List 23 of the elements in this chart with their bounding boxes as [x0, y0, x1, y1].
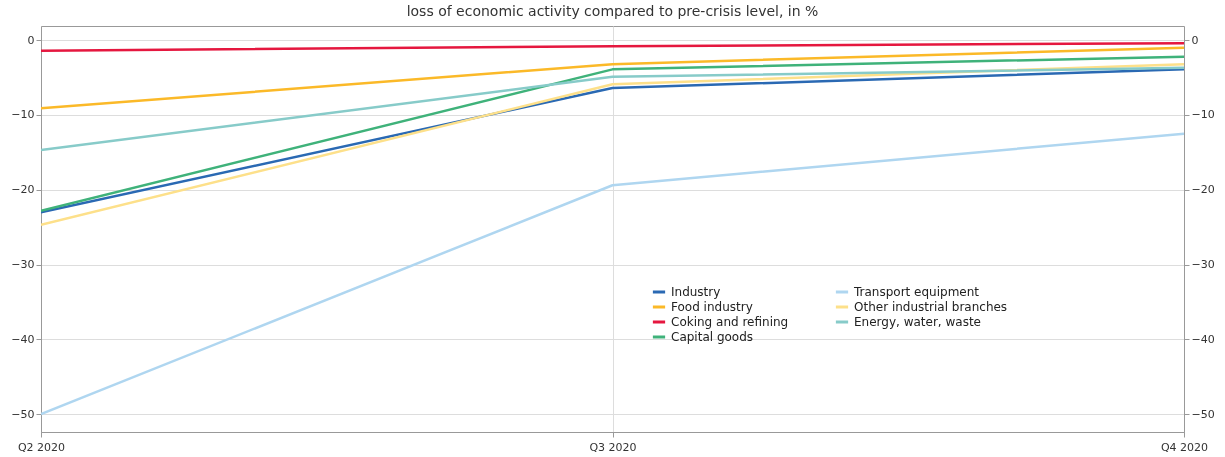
y2-tick-label: −40 — [1191, 332, 1215, 346]
x-tick-label: Q3 2020 — [589, 440, 637, 454]
y-tick-label: 0 — [27, 33, 35, 47]
legend-label: Capital goods — [671, 330, 754, 344]
legend-label: Transport equipment — [853, 285, 980, 299]
y2-tick-label: −20 — [1191, 183, 1215, 197]
y2-tick-label: −10 — [1191, 108, 1215, 122]
legend-label: Energy, water, waste — [854, 315, 981, 329]
x-tick-label: Q4 2020 — [1160, 440, 1209, 454]
y-tick-label: −10 — [11, 108, 35, 122]
y-tick-label: −50 — [11, 407, 35, 421]
y-tick-label: −40 — [11, 332, 35, 346]
legend-label: Food industry — [671, 300, 753, 314]
y-tick-label: −30 — [11, 258, 35, 272]
y2-tick-label: 0 — [1191, 33, 1199, 47]
y2-tick-label: −30 — [1191, 258, 1215, 272]
y-tick-label: −20 — [11, 183, 35, 197]
legend-label: Other industrial branches — [854, 300, 1008, 314]
x-tick-label: Q2 2020 — [17, 440, 66, 454]
legend-label: Industry — [671, 285, 721, 299]
legend-label: Coking and refining — [671, 315, 789, 329]
chart-title: loss of economic activity compared to pre-crisis level, in % — [406, 3, 819, 20]
y2-tick-label: −50 — [1191, 407, 1215, 421]
